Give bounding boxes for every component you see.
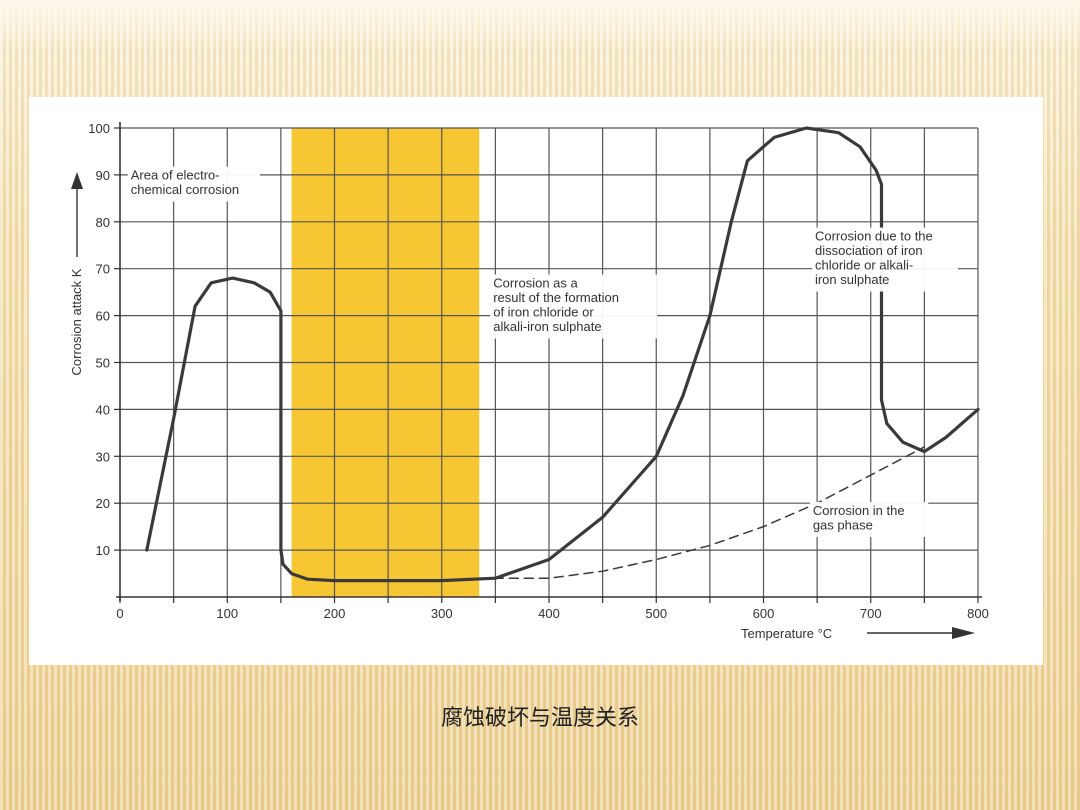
y-tick-label: 60 xyxy=(96,309,110,324)
chart-card: Area of electro-chemical corrosion Corros… xyxy=(29,97,1043,665)
x-tick-label: 300 xyxy=(431,606,453,621)
x-tick-label: 0 xyxy=(116,606,123,621)
annotation-line: gas phase xyxy=(813,517,873,532)
y-tick-label: 40 xyxy=(96,402,110,417)
y-tick-label: 80 xyxy=(96,215,110,230)
y-tick-label: 50 xyxy=(96,356,110,371)
y-tick-label: 90 xyxy=(96,168,110,183)
x-axis-label: Temperature °C xyxy=(741,626,832,641)
annotation-line: chloride or alkali- xyxy=(815,258,913,273)
y-tick-label: 30 xyxy=(96,449,110,464)
annotation-line: Corrosion due to the xyxy=(815,229,933,244)
x-axis-arrow-head xyxy=(952,627,975,639)
slide-top-band xyxy=(0,0,1080,50)
annotation-line: iron sulphate xyxy=(815,272,889,287)
axis-layer xyxy=(114,122,982,603)
corrosion-temperature-chart: Area of electro-chemical corrosion Corros… xyxy=(69,121,989,641)
x-tick-label: 700 xyxy=(860,606,882,621)
y-tick-label: 10 xyxy=(96,543,110,558)
annotation-line: chemical corrosion xyxy=(131,182,239,197)
annotation-text: Corrosion in the gas phase xyxy=(813,503,905,533)
x-tick-label: 800 xyxy=(967,606,989,621)
annotation-line: dissociation of iron xyxy=(815,243,923,258)
y-tick-label: 70 xyxy=(96,262,110,277)
series-layer xyxy=(145,126,980,583)
annotation-text: Corrosion as a result of the formation of … xyxy=(493,275,619,334)
annotation-line: result of the formation xyxy=(493,290,619,305)
x-tick-label: 600 xyxy=(753,606,775,621)
x-tick-label: 200 xyxy=(324,606,346,621)
series-line-corrosion xyxy=(145,126,980,583)
slide-caption: 腐蚀破坏与温度关系 xyxy=(440,706,639,731)
annotation-backdrop xyxy=(811,227,958,292)
annotation-line: alkali-iron sulphate xyxy=(493,319,601,334)
annotation-line: Corrosion in the xyxy=(813,503,905,518)
annotation-backdrop xyxy=(809,501,929,537)
y-axis-arrow-head xyxy=(71,172,83,189)
annotation-line: Area of electro- xyxy=(131,168,220,183)
x-tick-label: 100 xyxy=(216,606,238,621)
x-tick-label: 400 xyxy=(538,606,560,621)
annotation-text: Area of electro-chemical corrosion xyxy=(131,168,239,198)
y-tick-label: 20 xyxy=(96,496,110,511)
y-axis-label: Corrosion attack K xyxy=(69,268,84,375)
series-line-gas-phase xyxy=(478,446,926,579)
annotation-backdrop xyxy=(127,166,260,202)
axis-label-layer: 0 100 200 300 400 500 600 700 800 10 20 30 40 50 60 70 8… xyxy=(69,121,989,641)
annotation-line: of iron chloride or xyxy=(493,304,594,319)
annotation-text: Corrosion due to the dissociation of iron… xyxy=(815,229,933,288)
annotation-line: Corrosion as a xyxy=(493,275,578,290)
annotation-backdrop xyxy=(490,274,657,339)
annotation-layer: Area of electro-chemical corrosion Corros… xyxy=(127,166,958,537)
x-tick-label: 500 xyxy=(645,606,667,621)
y-tick-label: 100 xyxy=(88,121,110,136)
